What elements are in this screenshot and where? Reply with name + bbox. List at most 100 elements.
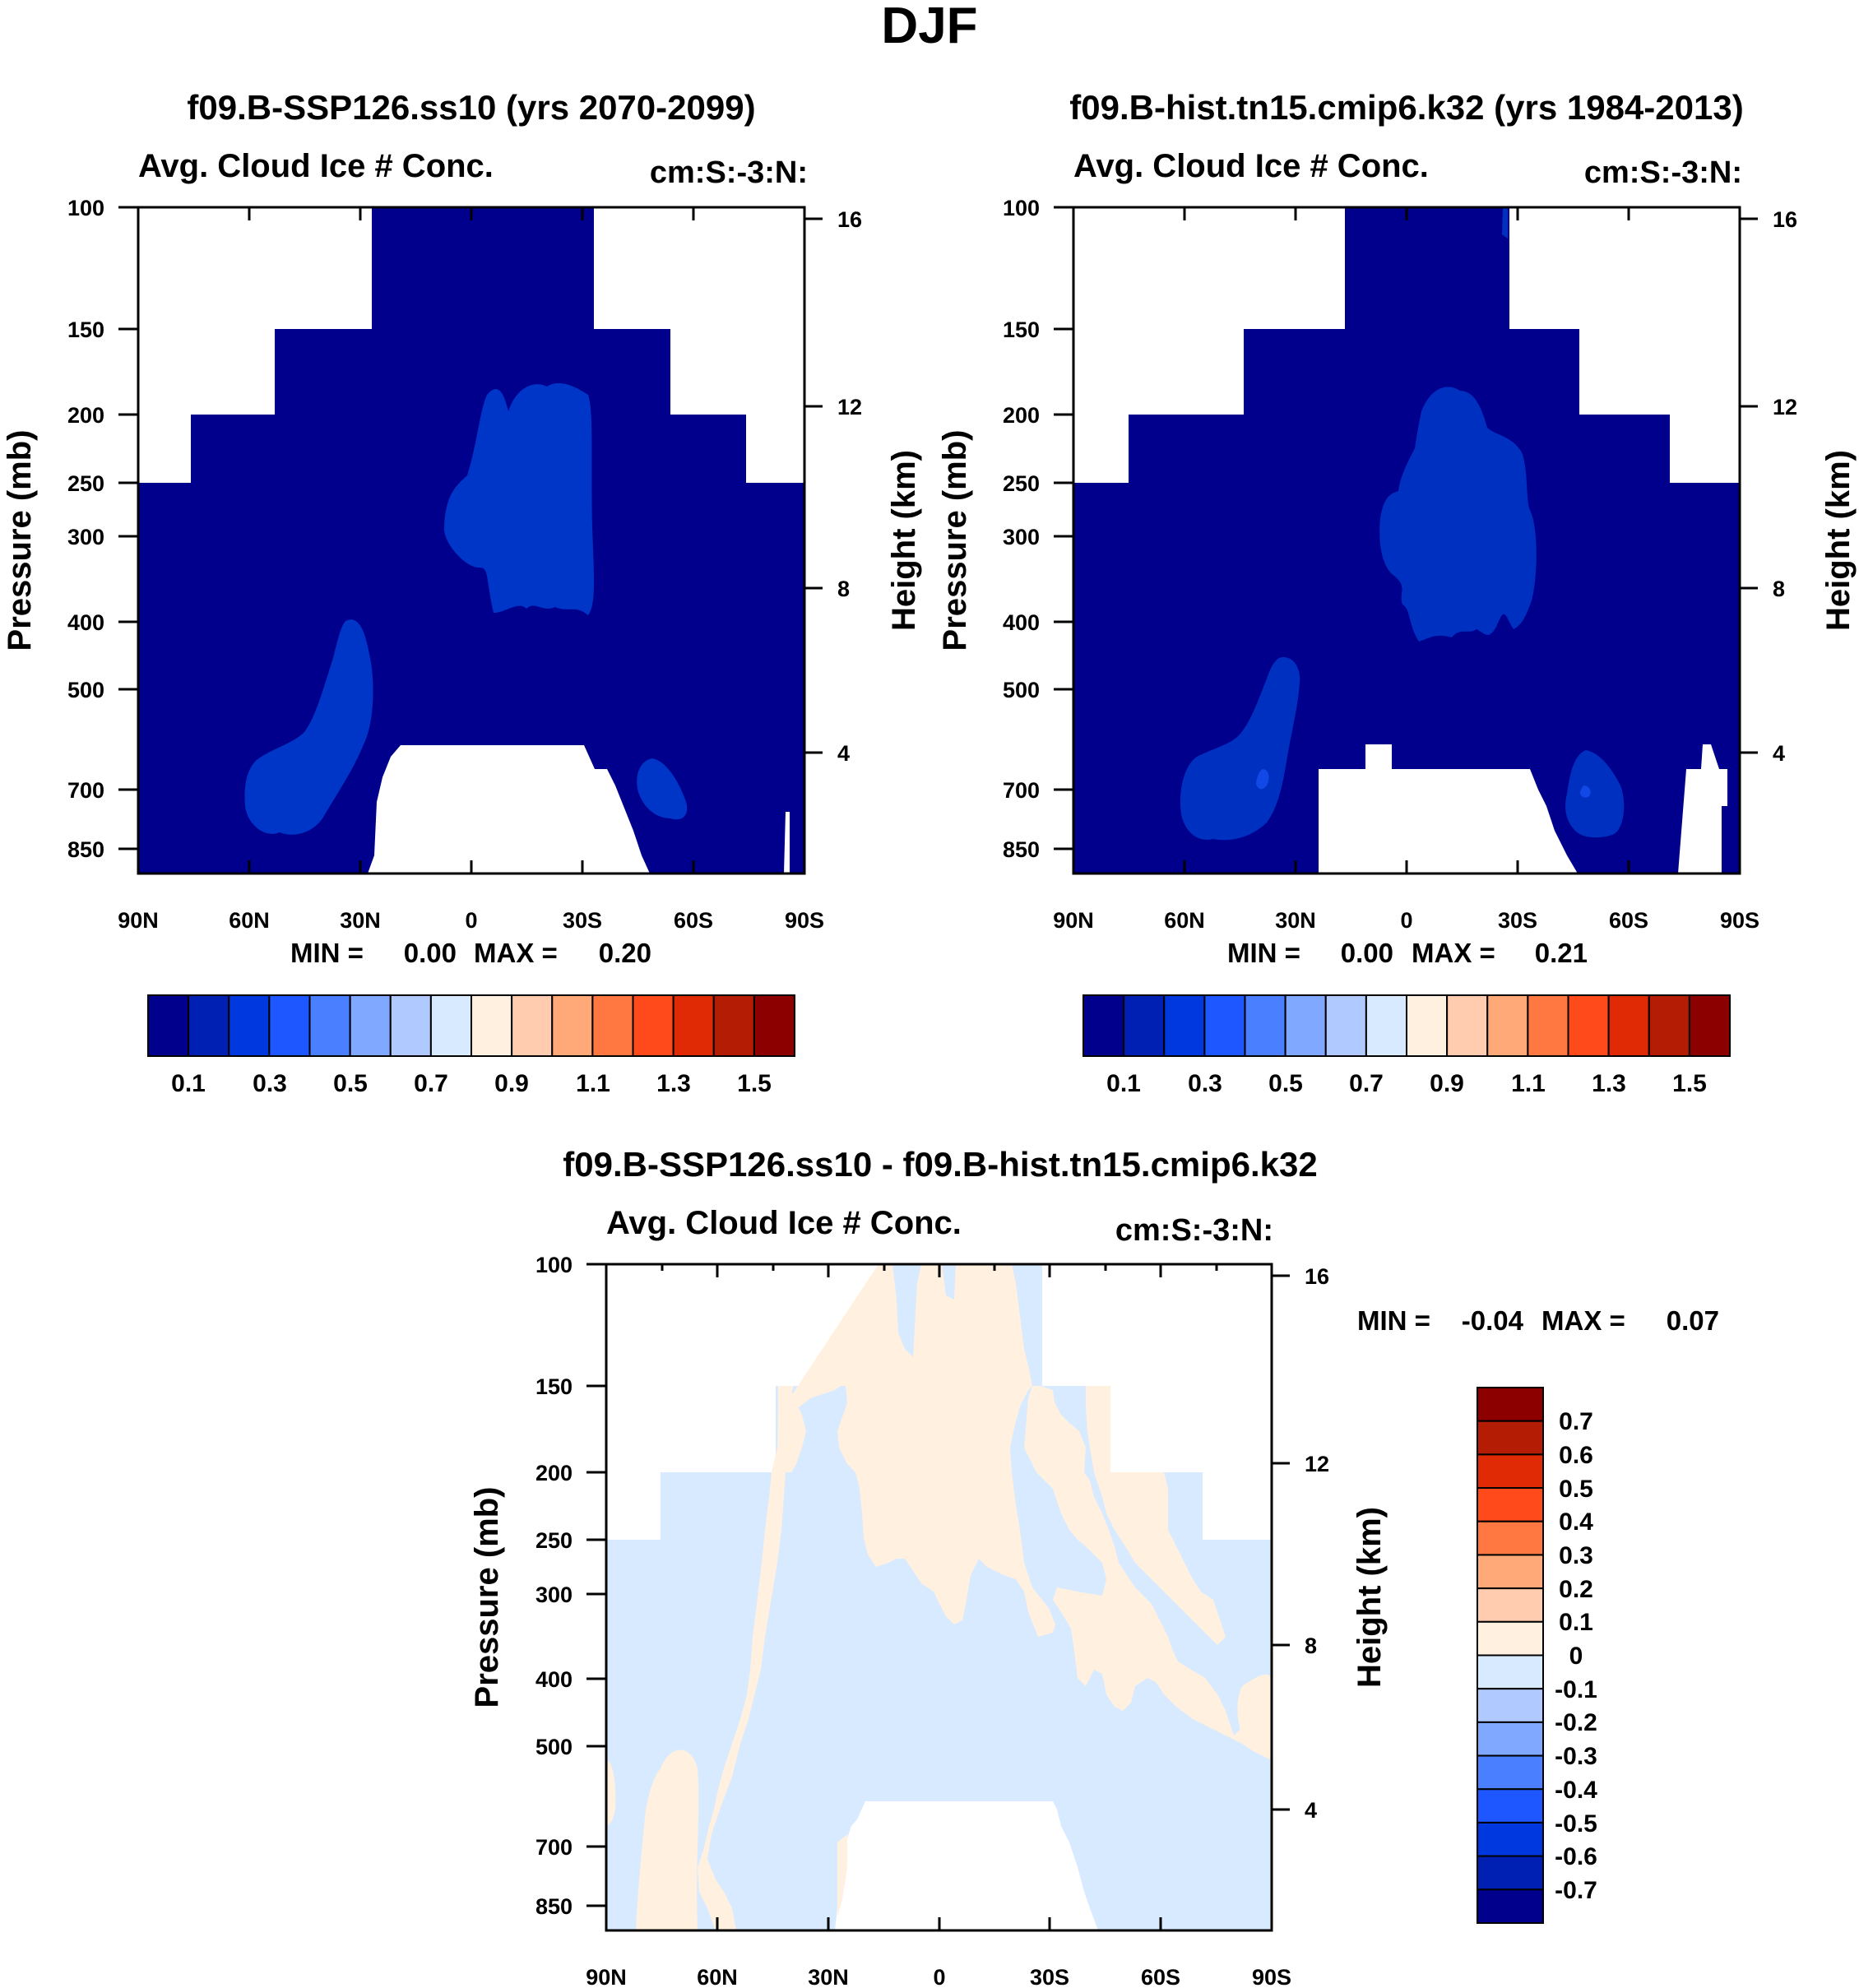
panel1-subtitle-left: Avg. Cloud Ice # Conc.: [138, 148, 494, 184]
colorbar-swatch: [268, 994, 311, 1057]
panel3-y-right-tick-labels: 16 12 8 4: [1305, 1264, 1329, 1823]
x-tick-label: 30S: [563, 908, 602, 933]
y-right-tick-label: 4: [1773, 741, 1785, 766]
panel3-subtitle-left: Avg. Cloud Ice # Conc.: [606, 1205, 962, 1241]
panel2-title: f09.B-hist.tn15.cmip6.k32 (yrs 1984-2013…: [1069, 88, 1743, 127]
colorbar-label: 0.9: [494, 1070, 529, 1097]
colorbar-swatch: [1648, 994, 1690, 1057]
colorbar-swatch: [1477, 1654, 1544, 1690]
colorbar-label: 0.3: [1559, 1542, 1593, 1569]
colorbar-swatch: [1486, 994, 1529, 1057]
panel2-ylabel: Pressure (mb): [937, 430, 973, 651]
y-tick-label: 200: [67, 403, 104, 428]
max-value: 0.20: [599, 938, 651, 968]
x-tick-label: 60N: [229, 908, 270, 933]
max-value: 0.21: [1535, 938, 1588, 968]
colorbar-label: -0.5: [1555, 1810, 1597, 1837]
min-value: 0.00: [404, 938, 457, 968]
colorbar-swatch: [1688, 994, 1731, 1057]
y-right-tick-label: 12: [1305, 1452, 1329, 1476]
colorbar-swatch: [1477, 1821, 1544, 1857]
colorbar-label: 1.1: [576, 1070, 610, 1097]
x-tick-label: 30S: [1030, 1965, 1069, 1988]
colorbar-swatch: [308, 994, 351, 1057]
colorbar-swatch: [511, 994, 554, 1057]
colorbar-swatch: [1365, 994, 1407, 1057]
panel3-colorbar-labels: 0.7 0.6 0.5 0.4 0.3 0.2 0.1 0 -0.1 -0.2 …: [1555, 1408, 1597, 1904]
panel3-pos-topo-edge: [837, 1834, 847, 1916]
x-tick-label: 90N: [118, 908, 159, 933]
x-tick-label: 0: [1400, 908, 1412, 933]
panel3-y-tick-labels: 100 150 200 250 300 400 500 700 850: [535, 1253, 573, 1919]
panel2-subtitle-left: Avg. Cloud Ice # Conc.: [1073, 148, 1429, 184]
y-tick-label: 400: [67, 610, 104, 635]
colorbar-label: 0.6: [1559, 1442, 1593, 1469]
x-tick-label: 30N: [340, 908, 381, 933]
panel2-y-right-tick-labels: 16 12 8 4: [1773, 207, 1797, 766]
y-tick-label: 100: [67, 196, 104, 220]
x-tick-label: 90S: [785, 908, 824, 933]
y-tick-label: 200: [1003, 403, 1040, 428]
colorbar-swatch: [1477, 1520, 1544, 1556]
colorbar-swatch: [632, 994, 675, 1057]
colorbar-swatch: [1477, 1721, 1544, 1757]
panel3-pos-equatorial: [698, 1264, 1272, 1930]
colorbar-swatch: [1477, 1688, 1544, 1723]
panel3-y-ticks: [586, 1263, 1290, 1907]
y-right-tick-label: 16: [1773, 207, 1797, 232]
panel-hist: f09.B-hist.tn15.cmip6.k32 (yrs 1984-2013…: [937, 88, 1857, 1097]
panel1-title: f09.B-SSP126.ss10 (yrs 2070-2099): [187, 88, 755, 127]
colorbar-swatch: [591, 994, 634, 1057]
x-tick-label: 60N: [697, 1965, 738, 1988]
colorbar-swatch: [1607, 994, 1650, 1057]
panel2-blob-nh-core: [1256, 769, 1269, 790]
colorbar-swatch: [1477, 1888, 1544, 1924]
panel3-pos-nh-low: [636, 1749, 699, 1930]
colorbar-swatch: [1567, 994, 1610, 1057]
x-tick-label: 90S: [1252, 1965, 1291, 1988]
panel2-blob-nh: [1180, 657, 1300, 841]
y-tick-label: 100: [1003, 196, 1040, 220]
panel3-colorbar: [1477, 1387, 1544, 1924]
colorbar-swatch: [1082, 994, 1125, 1057]
colorbar-label: 0.7: [414, 1070, 448, 1097]
y-tick-label: 700: [535, 1835, 573, 1860]
panel3-ylabel-right: Height (km): [1351, 1507, 1388, 1688]
colorbar-label: -0.6: [1555, 1843, 1597, 1870]
colorbar-swatch: [551, 994, 594, 1057]
colorbar-swatch: [753, 994, 795, 1057]
colorbar-swatch: [1406, 994, 1449, 1057]
colorbar-label: 0.5: [1559, 1476, 1593, 1503]
colorbar-swatch: [471, 994, 513, 1057]
max-value: 0.07: [1667, 1305, 1719, 1336]
y-right-tick-label: 8: [1773, 577, 1785, 601]
panel2-minmax: MIN = 0.00 MAX = 0.21: [1227, 938, 1588, 968]
y-right-tick-label: 16: [837, 207, 862, 232]
figure-title: DJF: [881, 0, 977, 54]
y-tick-label: 100: [535, 1253, 573, 1277]
y-tick-label: 250: [67, 471, 104, 496]
y-tick-label: 400: [1003, 610, 1040, 635]
panel2-blob-top: [1502, 207, 1508, 239]
colorbar-swatch: [228, 994, 271, 1057]
colorbar-swatch: [1477, 1587, 1544, 1623]
panel3-title: f09.B-SSP126.ss10 - f09.B-hist.tn15.cmip…: [563, 1145, 1317, 1184]
colorbar-swatch: [1477, 1554, 1544, 1590]
y-tick-label: 300: [1003, 525, 1040, 549]
y-tick-label: 850: [535, 1894, 573, 1919]
panel1-blob-tropics: [443, 382, 595, 615]
panel1-colorbar: [147, 994, 795, 1057]
x-tick-label: 90N: [586, 1965, 627, 1988]
colorbar-label: -0.3: [1555, 1743, 1597, 1770]
x-tick-label: 30S: [1498, 908, 1537, 933]
y-tick-label: 200: [535, 1461, 573, 1485]
colorbar-swatch: [1527, 994, 1569, 1057]
y-tick-label: 300: [67, 525, 104, 549]
colorbar-swatch: [188, 994, 230, 1057]
colorbar-swatch: [1324, 994, 1367, 1057]
panel2-blob-sh-core: [1579, 785, 1591, 798]
colorbar-label: 1.3: [656, 1070, 691, 1097]
colorbar-swatch: [1477, 1387, 1544, 1422]
colorbar-swatch: [1123, 994, 1166, 1057]
